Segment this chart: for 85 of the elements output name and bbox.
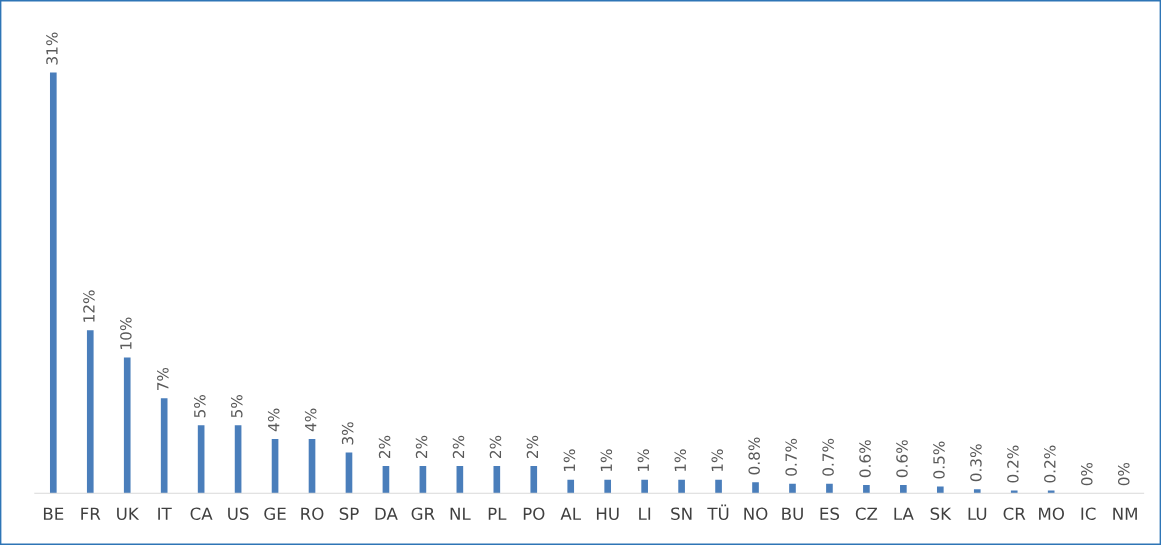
data-label: 7%	[157, 367, 169, 391]
x-tick-label: CR	[1003, 507, 1026, 521]
data-label: 0.3%	[970, 444, 982, 482]
data-label: 10%	[120, 317, 132, 349]
bar	[197, 425, 205, 494]
data-label: 2%	[489, 435, 502, 459]
bar	[752, 482, 759, 494]
x-tick-label: LA	[894, 507, 914, 520]
data-label: 2%	[526, 435, 539, 459]
x-tick-label: NO	[744, 507, 768, 521]
x-tick-label: NM	[1113, 507, 1137, 520]
x-tick-label: BE	[43, 507, 64, 520]
data-label: 2%	[452, 435, 465, 459]
data-label: 2%	[378, 435, 391, 459]
bar	[49, 72, 57, 494]
data-label: 31%	[46, 32, 58, 65]
x-tick-label: CA	[190, 507, 213, 521]
data-label: 0.8%	[748, 437, 760, 475]
x-tick-label: UK	[117, 507, 140, 521]
data-label: 1%	[711, 449, 723, 472]
bar	[973, 489, 981, 494]
x-tick-label: DA	[375, 507, 398, 520]
x-tick-label: FR	[81, 507, 101, 520]
bar	[530, 466, 538, 494]
x-tick-label: IC	[1081, 507, 1096, 521]
data-label: 5%	[230, 395, 243, 418]
data-label: 0.7%	[822, 438, 834, 476]
bar	[936, 486, 944, 494]
data-label: 5%	[194, 395, 206, 418]
data-label: 0.5%	[933, 441, 945, 479]
x-tick-label: ES	[820, 507, 840, 521]
x-tick-label: LI	[639, 507, 651, 520]
data-label: 0%	[1117, 462, 1130, 486]
x-tick-label: NL	[450, 507, 471, 520]
bar	[419, 466, 427, 494]
x-tick-label: BU	[782, 507, 803, 521]
data-label: 0.2%	[1044, 445, 1056, 483]
data-label: 4%	[304, 408, 317, 432]
bar	[678, 479, 685, 494]
x-tick-label: GR	[411, 507, 435, 521]
data-label: 3%	[341, 422, 354, 445]
bar	[641, 479, 648, 494]
bar	[234, 425, 242, 494]
x-tick-label: MO	[1039, 507, 1064, 521]
bar	[826, 483, 833, 494]
data-label: 0.2%	[1007, 445, 1019, 483]
data-label: 2%	[415, 435, 428, 459]
x-tick-label: GE	[264, 507, 286, 521]
data-label: 0.6%	[896, 440, 908, 478]
bar	[123, 357, 131, 494]
data-label: 0%	[1081, 462, 1093, 486]
data-label: 12%	[83, 290, 95, 322]
x-tick-label: SK	[930, 507, 952, 521]
bar	[567, 479, 575, 494]
x-tick-label: SP	[339, 507, 359, 521]
data-label: 1%	[637, 449, 650, 472]
bar	[604, 479, 612, 494]
x-tick-label: AL	[560, 507, 581, 520]
x-tick-label: PL	[488, 507, 507, 520]
data-label: 0.7%	[785, 438, 797, 476]
bar	[160, 398, 168, 494]
bar	[493, 466, 501, 494]
bar	[863, 485, 870, 494]
bar	[308, 438, 316, 494]
x-tick-label: IT	[158, 507, 172, 520]
bar	[900, 485, 907, 494]
data-label: 1%	[563, 449, 576, 472]
x-tick-label: LU	[968, 507, 987, 521]
x-tick-label: US	[228, 507, 249, 521]
bar	[271, 438, 279, 494]
data-label: 1%	[600, 449, 613, 472]
x-tick-label: SN	[671, 507, 692, 521]
bar	[715, 479, 722, 494]
x-tick-label: CZ	[855, 507, 878, 521]
x-tick-label: TÜ	[707, 504, 729, 521]
x-tick-label: RO	[301, 507, 324, 521]
bar	[456, 466, 464, 494]
data-label: 0.6%	[859, 440, 871, 478]
x-tick-label: HU	[596, 507, 619, 521]
data-label: 4%	[267, 408, 280, 432]
bar	[86, 330, 94, 494]
x-tick-label: PO	[523, 507, 545, 521]
bar	[382, 466, 390, 494]
data-label: 1%	[674, 449, 687, 472]
bar	[789, 483, 796, 494]
